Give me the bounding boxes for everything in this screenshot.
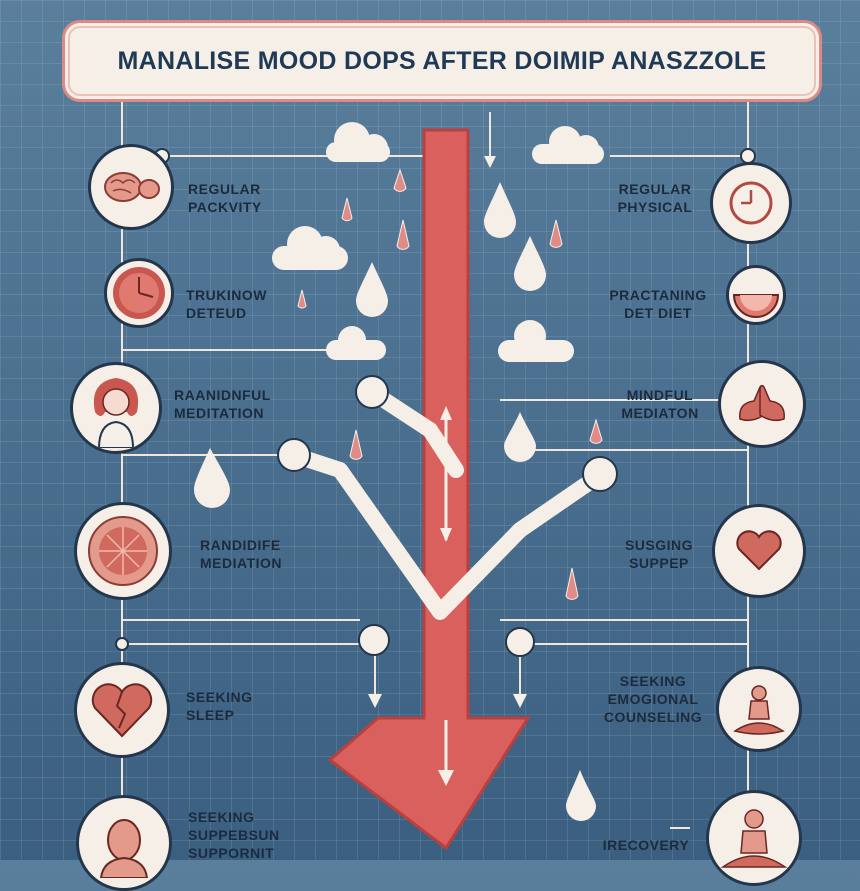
trend-point xyxy=(582,456,618,492)
arrowhead-icon xyxy=(484,156,496,168)
mood-trend-line xyxy=(364,384,464,478)
clock-icon xyxy=(113,267,165,319)
arrowhead-icon xyxy=(368,694,382,708)
water-drop-icon xyxy=(514,236,546,291)
small-drop-icon xyxy=(393,168,407,192)
heart-icon xyxy=(91,683,153,738)
person-head-icon xyxy=(99,819,149,878)
cloud-icon xyxy=(498,320,574,362)
left-label-1: REGULAR PACKVITY xyxy=(188,181,262,215)
left-label-6: SEEKING SUPPEBSUN SUPPORNIT xyxy=(188,809,280,861)
right-node-3 xyxy=(718,360,806,448)
left-label-5: SEEKING SLEEP xyxy=(186,689,253,723)
mood-trend-line xyxy=(286,447,608,620)
cloud-icon xyxy=(326,326,386,360)
woman-icon xyxy=(93,378,139,448)
small-drop-icon xyxy=(549,219,563,248)
right-node-4 xyxy=(712,504,806,598)
left-node-4 xyxy=(74,502,172,600)
water-drop-icon xyxy=(484,182,516,238)
right-node-1 xyxy=(710,162,792,244)
diagram-canvas xyxy=(115,96,756,860)
trend-point xyxy=(277,438,311,472)
clock-icon xyxy=(729,181,773,225)
left-label-3: RAANIDNFUL MEDITATION xyxy=(174,387,271,421)
trend-point xyxy=(358,624,390,656)
right-label-4: SUSGING SUPPEP xyxy=(624,537,694,571)
small-drop-icon xyxy=(589,418,603,444)
water-drop-icon xyxy=(504,412,536,462)
small-drop-icon xyxy=(349,429,363,460)
mood-drop-arrow xyxy=(327,128,531,851)
right-label-3: MINDFUL MEDIATON xyxy=(621,387,699,421)
organ-icon xyxy=(88,516,158,586)
trend-point xyxy=(505,627,535,657)
right-node-2 xyxy=(726,265,786,325)
right-label-1: REGULAR PHYSICAL xyxy=(617,181,693,215)
small-drop-icon xyxy=(341,197,353,222)
right-node-5 xyxy=(716,666,802,752)
water-drop-icon xyxy=(194,448,230,508)
heart-icon xyxy=(736,530,782,571)
trend-point xyxy=(355,375,389,409)
small-drop-icon xyxy=(396,219,410,250)
meditation-icon xyxy=(720,809,788,868)
water-drop-icon xyxy=(356,262,388,317)
junction-dot xyxy=(740,148,756,164)
meditation-icon xyxy=(733,685,785,735)
left-node-5 xyxy=(74,662,170,758)
left-node-1 xyxy=(88,144,174,230)
cloud-icon xyxy=(532,126,604,164)
fruit-slice-icon xyxy=(732,294,780,318)
right-node-6 xyxy=(706,790,802,886)
left-node-6 xyxy=(76,795,172,891)
cloud-icon xyxy=(326,122,390,162)
brain-icon xyxy=(104,172,160,202)
small-drop-icon xyxy=(297,289,307,309)
right-label-5: SEEKING EMOGIONAL COUNSELING xyxy=(603,673,703,725)
right-label-2: PRACTANING DET DIET xyxy=(609,287,707,321)
right-label-6: IRECOVERY xyxy=(602,837,690,853)
water-drop-icon xyxy=(566,770,596,821)
left-node-3 xyxy=(70,362,162,454)
left-label-4: RANDIDIFE MEDIATION xyxy=(200,537,283,571)
left-node-2 xyxy=(104,258,174,328)
cloud-icon xyxy=(272,226,348,270)
page-title: MANALISE MOOD DOPS AFTER DOIMIP ANASZZOL… xyxy=(117,46,767,75)
hands-icon xyxy=(739,384,785,422)
title-banner: MANALISE MOOD DOPS AFTER DOIMIP ANASZZOL… xyxy=(62,20,822,102)
junction-dot xyxy=(115,637,129,651)
small-drop-icon xyxy=(565,567,579,600)
arrowhead-icon xyxy=(513,694,527,708)
left-label-2: TRUKINOW DETEUD xyxy=(186,287,267,321)
